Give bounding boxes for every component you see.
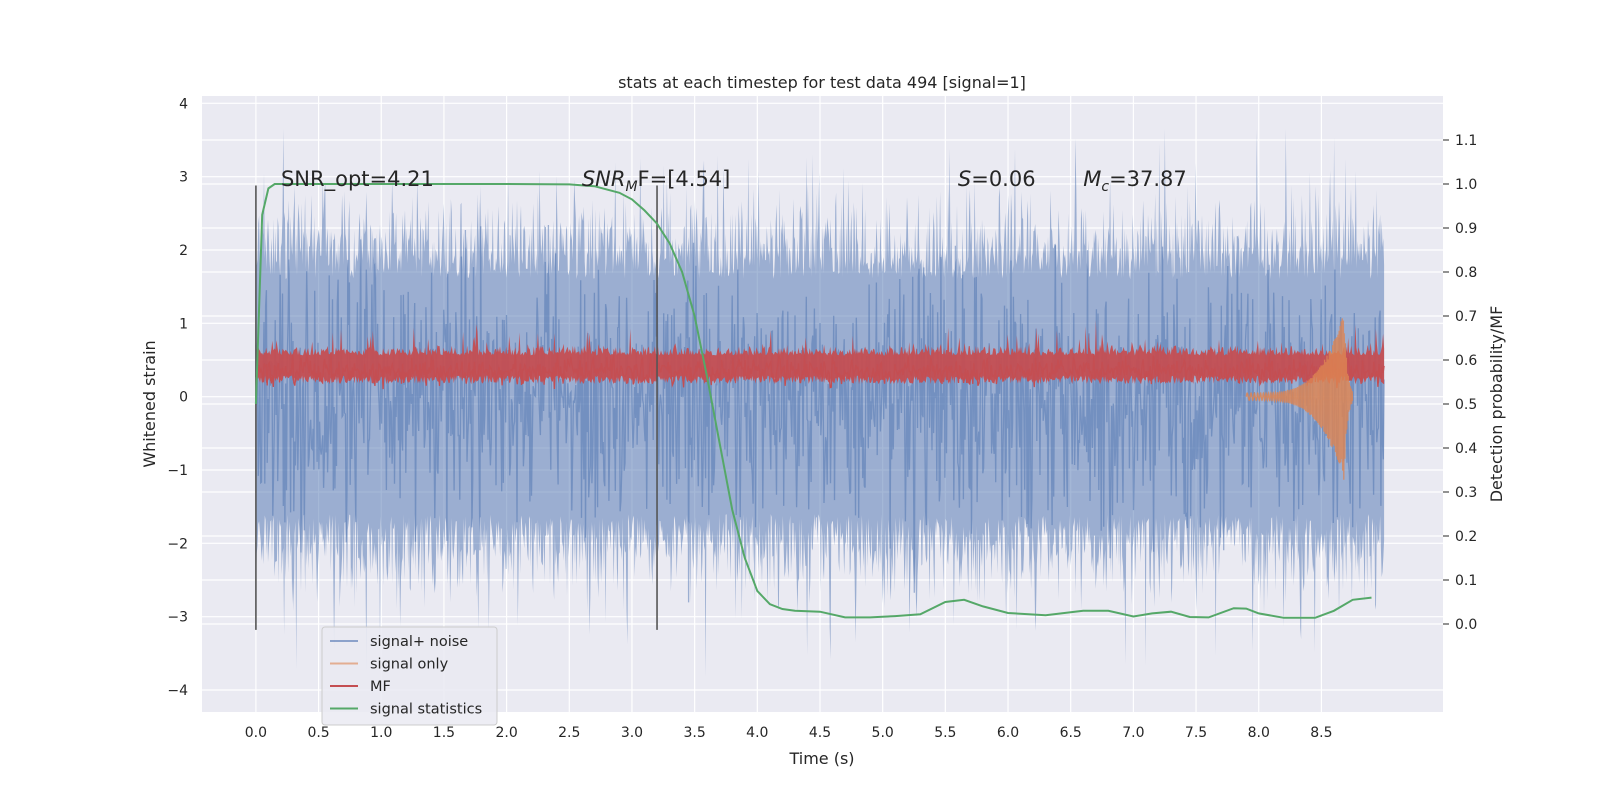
y-axis-right-label: Detection probability/MF [1487,306,1506,503]
series-signal-statistics-line [254,183,1372,619]
x-tick-label: 0.5 [307,725,329,741]
y-left-tick-label: −1 [167,463,188,479]
x-tick-label: 8.5 [1310,725,1332,741]
x-tick-label: 3.0 [621,725,643,741]
x-tick-label: 6.0 [997,725,1019,741]
plot-content [254,129,1385,677]
y-right-tick-label: 1.0 [1455,177,1477,193]
vertical-lines [255,185,658,630]
y-left-tick-label: −4 [167,683,188,699]
series-mf-line [255,352,1385,390]
series-signal-only-line [1245,318,1354,480]
x-tick-label: 2.0 [495,725,517,741]
y-right-tick-label: 0.4 [1455,441,1477,457]
annotations: SNR_opt=4.21 SNRMF=[4.54] S=0.06 Mc=37.87 [281,167,1187,195]
y-left-tick-label: −2 [167,536,188,552]
y-right-tick-label: 0.3 [1455,485,1477,501]
x-axis-label: Time (s) [788,749,854,768]
x-tick-label: 0.0 [245,725,267,741]
legend-label: signal only [370,657,449,673]
y-right-tick-label: 0.7 [1455,309,1477,325]
x-tick-label: 1.0 [370,725,392,741]
annotation-text: SNR_opt=4.21 [281,167,434,192]
y-right-tick-label: 0.0 [1455,617,1477,633]
legend-label: signal+ noise [370,634,468,650]
legend: signal+ noise signal only MF signal statist… [321,626,498,726]
legend-label: signal statistics [370,702,482,718]
y-axis-left-label: Whitened strain [140,340,159,467]
x-tick-label: 7.0 [1122,725,1144,741]
x-tick-label: 7.5 [1185,725,1207,741]
x-tick-label: 2.5 [558,725,580,741]
legend-items: signal+ noise signal only MF signal statist… [330,634,482,718]
annotation-text: SNRMF=[4.54] [582,167,731,195]
y-left-tick-label: 4 [179,96,188,112]
y-right-tick-label: 0.2 [1455,529,1477,545]
legend-label: MF [370,679,391,695]
y-right-tick-label: 0.1 [1455,573,1477,589]
y-left-tick-label: −3 [167,610,188,626]
x-tick-label: 1.5 [433,725,455,741]
x-axis-ticks: 0.0 0.5 1.0 1.5 2.0 2.5 3.0 3.5 4.0 4.5 5.0 5.5 6.0 6… [245,725,1333,741]
x-tick-label: 5.5 [934,725,956,741]
y-axis-left-ticks: −4 −3 −2 −1 0 1 2 3 4 [167,96,188,699]
y-right-tick-label: 0.8 [1455,265,1477,281]
series-signal-noise-line [255,224,1385,603]
legend-box [321,626,498,726]
y-axis-right-ticks: 0.0 0.1 0.2 0.3 0.4 0.5 0.6 0.7 0.8 0.9 1.0 1.1 [1443,133,1477,633]
y-left-tick-label: 2 [179,243,188,259]
y-right-tick-label: 0.9 [1455,221,1477,237]
annotation-text: Mc=37.87 [1083,167,1187,195]
chart-title: stats at each timestep for test data 494… [618,73,1026,92]
x-tick-label: 5.0 [872,725,894,741]
x-tick-label: 6.5 [1060,725,1082,741]
annotation-text: S=0.06 [958,167,1036,191]
x-tick-label: 4.5 [809,725,831,741]
y-right-tick-label: 0.5 [1455,397,1477,413]
x-tick-label: 8.0 [1248,725,1270,741]
x-tick-label: 3.5 [684,725,706,741]
y-right-tick-label: 0.6 [1455,353,1477,369]
y-left-tick-label: 0 [179,390,188,406]
x-tick-label: 4.0 [746,725,768,741]
y-left-tick-label: 1 [179,316,188,332]
y-left-tick-label: 3 [179,170,188,186]
y-right-tick-label: 1.1 [1455,133,1477,149]
